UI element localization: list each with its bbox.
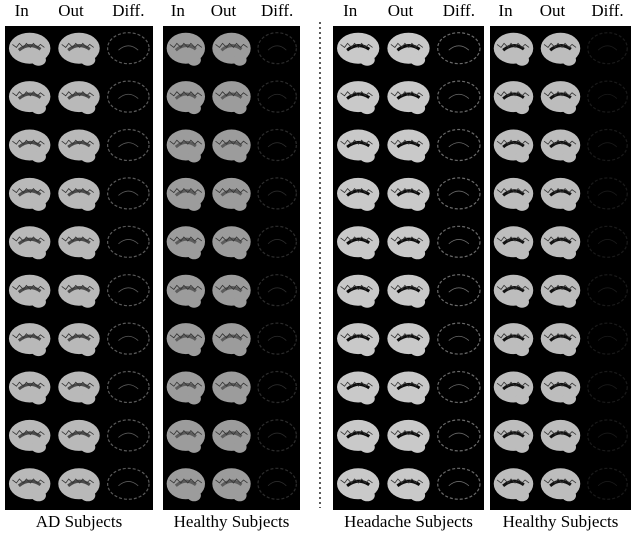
cerebellum bbox=[31, 296, 46, 308]
cerebellum bbox=[187, 296, 201, 308]
column-header: Diff. bbox=[591, 1, 623, 20]
cerebellum bbox=[360, 151, 375, 163]
cerebellum bbox=[360, 393, 375, 405]
cerebellum bbox=[410, 393, 425, 405]
column-header: In bbox=[343, 1, 358, 20]
cerebellum bbox=[31, 102, 46, 114]
column-header: Out bbox=[540, 1, 566, 20]
cerebellum bbox=[562, 344, 576, 356]
panel-caption: Healthy Subjects bbox=[174, 512, 290, 531]
cerebellum bbox=[410, 54, 425, 66]
cerebellum bbox=[233, 441, 247, 453]
cerebellum bbox=[515, 393, 529, 405]
cerebellum bbox=[410, 296, 425, 308]
cerebellum bbox=[187, 102, 201, 114]
cerebellum bbox=[80, 344, 95, 356]
cerebellum bbox=[515, 441, 529, 453]
cerebellum bbox=[31, 151, 46, 163]
cerebellum bbox=[360, 248, 375, 260]
cerebellum bbox=[410, 441, 425, 453]
cerebellum bbox=[360, 344, 375, 356]
cerebellum bbox=[80, 102, 95, 114]
column-header: Diff. bbox=[261, 1, 293, 20]
cerebellum bbox=[80, 54, 95, 66]
cerebellum bbox=[80, 151, 95, 163]
cerebellum bbox=[187, 441, 201, 453]
cerebellum bbox=[562, 490, 576, 502]
figure: In Out Diff. AD Subjects In Out Diff. Healthy S… bbox=[0, 0, 635, 537]
cerebellum bbox=[80, 199, 95, 211]
cerebellum bbox=[360, 54, 375, 66]
cerebellum bbox=[515, 199, 529, 211]
cerebellum bbox=[360, 490, 375, 502]
cerebellum bbox=[187, 344, 201, 356]
cerebellum bbox=[515, 102, 529, 114]
cerebellum bbox=[31, 199, 46, 211]
cerebellum bbox=[31, 54, 46, 66]
cerebellum bbox=[515, 54, 529, 66]
column-header: In bbox=[15, 1, 30, 20]
cerebellum bbox=[233, 102, 247, 114]
cerebellum bbox=[562, 102, 576, 114]
column-header: Out bbox=[388, 1, 414, 20]
cerebellum bbox=[233, 248, 247, 260]
cerebellum bbox=[410, 248, 425, 260]
cerebellum bbox=[80, 296, 95, 308]
cerebellum bbox=[360, 102, 375, 114]
cerebellum bbox=[360, 296, 375, 308]
cerebellum bbox=[187, 151, 201, 163]
column-header: In bbox=[171, 1, 186, 20]
cerebellum bbox=[562, 393, 576, 405]
cerebellum bbox=[410, 199, 425, 211]
cerebellum bbox=[562, 151, 576, 163]
column-header: In bbox=[498, 1, 513, 20]
column-header: Diff. bbox=[112, 1, 144, 20]
cerebellum bbox=[360, 441, 375, 453]
cerebellum bbox=[31, 344, 46, 356]
cerebellum bbox=[187, 393, 201, 405]
cerebellum bbox=[187, 54, 201, 66]
panel-caption: AD Subjects bbox=[36, 512, 122, 531]
cerebellum bbox=[562, 296, 576, 308]
cerebellum bbox=[562, 54, 576, 66]
cerebellum bbox=[562, 441, 576, 453]
column-header: Out bbox=[211, 1, 237, 20]
cerebellum bbox=[31, 248, 46, 260]
cerebellum bbox=[562, 199, 576, 211]
cerebellum bbox=[80, 441, 95, 453]
column-header: Diff. bbox=[443, 1, 475, 20]
cerebellum bbox=[31, 441, 46, 453]
cerebellum bbox=[515, 490, 529, 502]
cerebellum bbox=[80, 490, 95, 502]
cerebellum bbox=[187, 199, 201, 211]
cerebellum bbox=[233, 54, 247, 66]
panel-caption: Healthy Subjects bbox=[503, 512, 619, 531]
cerebellum bbox=[410, 151, 425, 163]
cerebellum bbox=[187, 248, 201, 260]
cerebellum bbox=[410, 102, 425, 114]
cerebellum bbox=[360, 199, 375, 211]
cerebellum bbox=[233, 344, 247, 356]
cerebellum bbox=[233, 151, 247, 163]
cerebellum bbox=[233, 490, 247, 502]
cerebellum bbox=[410, 344, 425, 356]
cerebellum bbox=[562, 248, 576, 260]
cerebellum bbox=[515, 248, 529, 260]
cerebellum bbox=[31, 490, 46, 502]
cerebellum bbox=[31, 393, 46, 405]
cerebellum bbox=[80, 393, 95, 405]
cerebellum bbox=[515, 296, 529, 308]
cerebellum bbox=[410, 490, 425, 502]
cerebellum bbox=[80, 248, 95, 260]
cerebellum bbox=[187, 490, 201, 502]
column-header: Out bbox=[58, 1, 84, 20]
cerebellum bbox=[515, 344, 529, 356]
cerebellum bbox=[233, 393, 247, 405]
cerebellum bbox=[515, 151, 529, 163]
cerebellum bbox=[233, 199, 247, 211]
cerebellum bbox=[233, 296, 247, 308]
panel-caption: Headache Subjects bbox=[344, 512, 473, 531]
